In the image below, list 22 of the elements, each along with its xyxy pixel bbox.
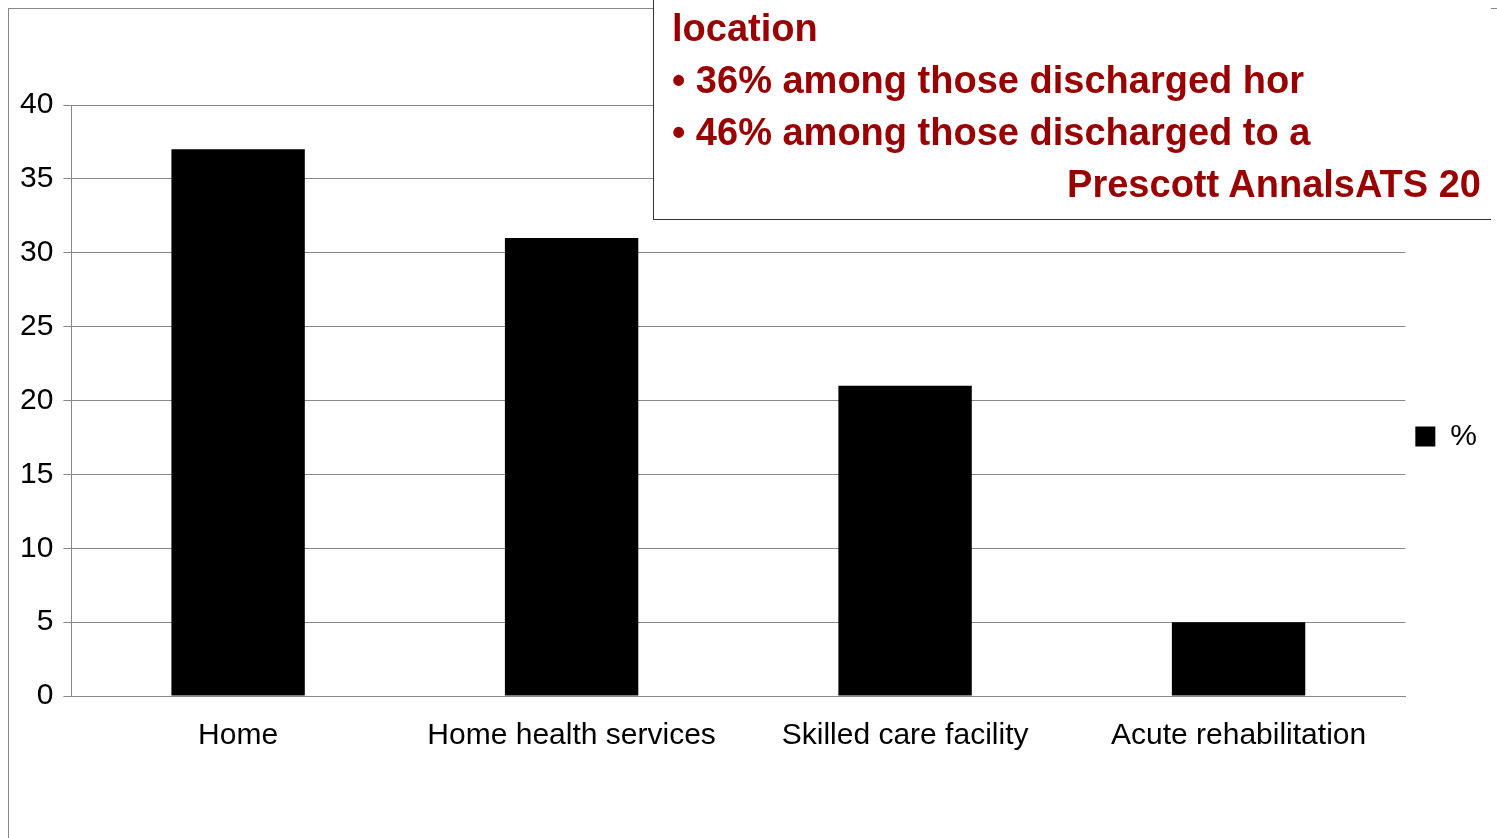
annotation: • 46% among those discharged to a [672, 110, 1312, 155]
y-tick-label: 30 [19, 234, 54, 268]
text: • 36% among those discharged hor [672, 58, 1305, 103]
y-tick-label: 25 [19, 307, 54, 341]
y-tick-label: 15 [19, 455, 54, 489]
x-tick-label: Home health services [427, 717, 716, 751]
bar [171, 149, 305, 696]
y-tick-label: 40 [19, 86, 54, 120]
y-tick-label: 0 [36, 677, 54, 711]
x-tick-label: Home [198, 717, 279, 751]
y-tick-label: 10 [19, 529, 54, 563]
bar [1171, 622, 1306, 696]
bar [504, 237, 639, 696]
x-tick-label: Acute rehabilitation [1110, 717, 1367, 751]
y-tick-label: 20 [19, 381, 54, 415]
annotation: Prescott AnnalsATS 20 [1066, 162, 1481, 207]
x-tick-label: Skilled care facility [781, 717, 1029, 751]
y-tick-label: 35 [19, 160, 54, 194]
y-tick-label: 5 [36, 603, 54, 637]
text: location [672, 6, 819, 51]
legend-label: % [1450, 417, 1478, 451]
bar [838, 385, 972, 696]
